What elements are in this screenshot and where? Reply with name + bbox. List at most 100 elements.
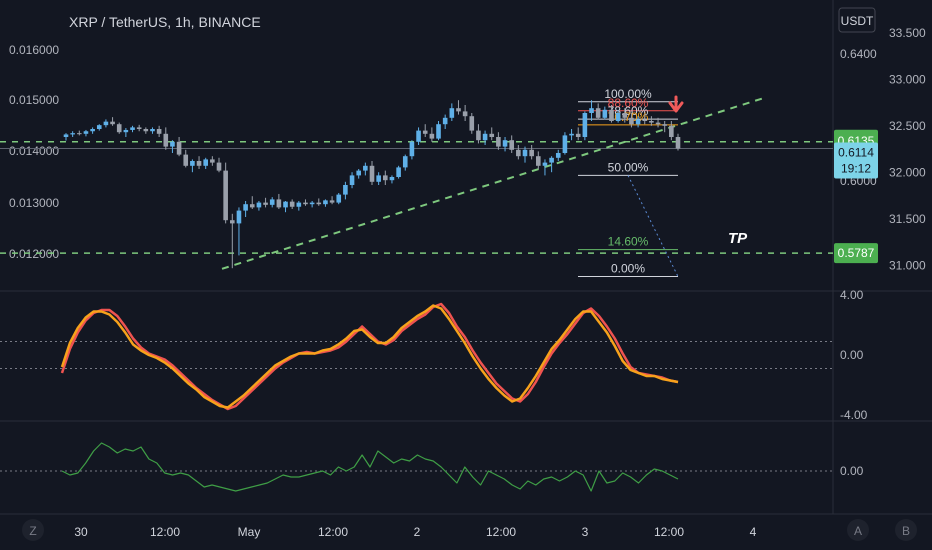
candle-body [482,133,488,141]
candle-body [615,113,621,121]
autoscale-button-z[interactable]: Z [22,519,44,541]
time-axis-tick: 12:00 [150,525,180,539]
left-axis: 0.016000 0.015000 0.014000 0.013000 0.012000 [9,43,59,261]
candle-body [203,159,208,166]
candle-body [83,131,89,134]
candle-body [422,130,428,134]
fib-diagonal [627,175,679,277]
oscillator-series-line [60,302,679,411]
time-axis-tick: 12:00 [318,525,348,539]
candle-body [649,121,654,123]
time-axis-tick: 12:00 [654,525,684,539]
candle-body [609,109,614,121]
candle-body [230,220,235,224]
candle-body [669,125,674,137]
candle-body [549,157,554,163]
b-button[interactable]: B [895,519,917,541]
candle-body [582,113,588,137]
candle-body [522,149,528,157]
candle-body [329,200,335,203]
candle-body [276,199,282,208]
candle-body [150,129,155,132]
candle-body [249,204,255,208]
candle-body [536,156,541,166]
currency-button[interactable]: USDT [838,7,876,33]
time-axis-tick: 4 [750,525,757,539]
candle-body [263,202,268,205]
candle-body [516,149,521,157]
left-axis-tick: 0.015000 [9,93,59,107]
candle-body [123,129,129,133]
candle-body [63,134,69,137]
candle-body [635,119,641,125]
candle-body [90,129,95,132]
candle-body [156,129,162,134]
candle-body [336,194,342,203]
candle-body [555,153,561,158]
candle-body [343,185,348,195]
candle-body [223,170,228,221]
candle-body [256,202,262,208]
candle-body [369,165,375,182]
candle-body [489,133,495,137]
countdown-label: 19:12 [841,162,871,176]
left-axis-tick: 0.012000 [9,247,59,261]
price-tag-bg [834,243,878,264]
left-axis-tick: 0.014000 [9,144,59,158]
candle-body [542,162,548,166]
candle-body [269,199,275,205]
z-label: Z [29,524,36,538]
candle-body [462,111,468,117]
fib-label: 88.60% [608,96,649,110]
candle-body [476,130,481,141]
far-axis-tick: 31.000 [889,259,926,273]
candle-body [429,133,435,139]
fib-label: 50.00% [608,160,649,174]
candle-body [116,124,122,133]
candle-body [136,127,142,129]
candle-body [396,167,401,177]
candles [63,100,681,269]
far-axis-tick: 33.500 [889,26,926,40]
candle-body [296,202,302,207]
time-axis-tick: 3 [582,525,589,539]
candle-body [416,130,421,142]
oscillator-axis-tick: 0.00 [840,348,864,362]
far-right-axis: 33.500 33.000 32.500 32.000 31.500 31.000 [889,26,926,273]
time-axis: 30 12:00 May 12:00 2 12:00 3 12:00 4 [74,525,756,539]
candle-body [675,137,681,149]
symbol-title: XRP / TetherUS, 1h, BINANCE [69,14,261,30]
time-axis-tick: 2 [414,525,421,539]
candle-body [349,175,355,185]
candle-body [569,133,574,136]
auto-button[interactable]: A [847,519,869,541]
fib-label: 14.60% [608,235,649,249]
down-arrow-icon [668,95,684,113]
candle-body [103,121,109,126]
candle-body [449,108,455,118]
candle-body [183,154,189,166]
candle-body [436,124,441,139]
time-axis-tick: 12:00 [486,525,516,539]
left-axis-tick: 0.013000 [9,196,59,210]
candle-body [595,108,601,118]
candle-body [622,113,628,118]
candle-body [243,204,248,211]
price-tag-bg [834,142,878,179]
time-axis-tick: May [238,525,261,539]
candle-body [190,161,195,166]
oscillator-axis-tick: -4.00 [840,408,868,422]
oscillator-pane: 4.00 0.00 -4.00 [0,288,868,422]
candle-body [629,117,634,125]
far-axis-tick: 33.000 [889,73,926,87]
candle-body [323,200,328,205]
candle-body [389,177,395,181]
candle-body [602,109,608,118]
candle-body [196,161,202,166]
candle-body [502,140,508,147]
candle-body [363,165,368,171]
candle-body [77,133,82,135]
candle-body [456,108,461,112]
